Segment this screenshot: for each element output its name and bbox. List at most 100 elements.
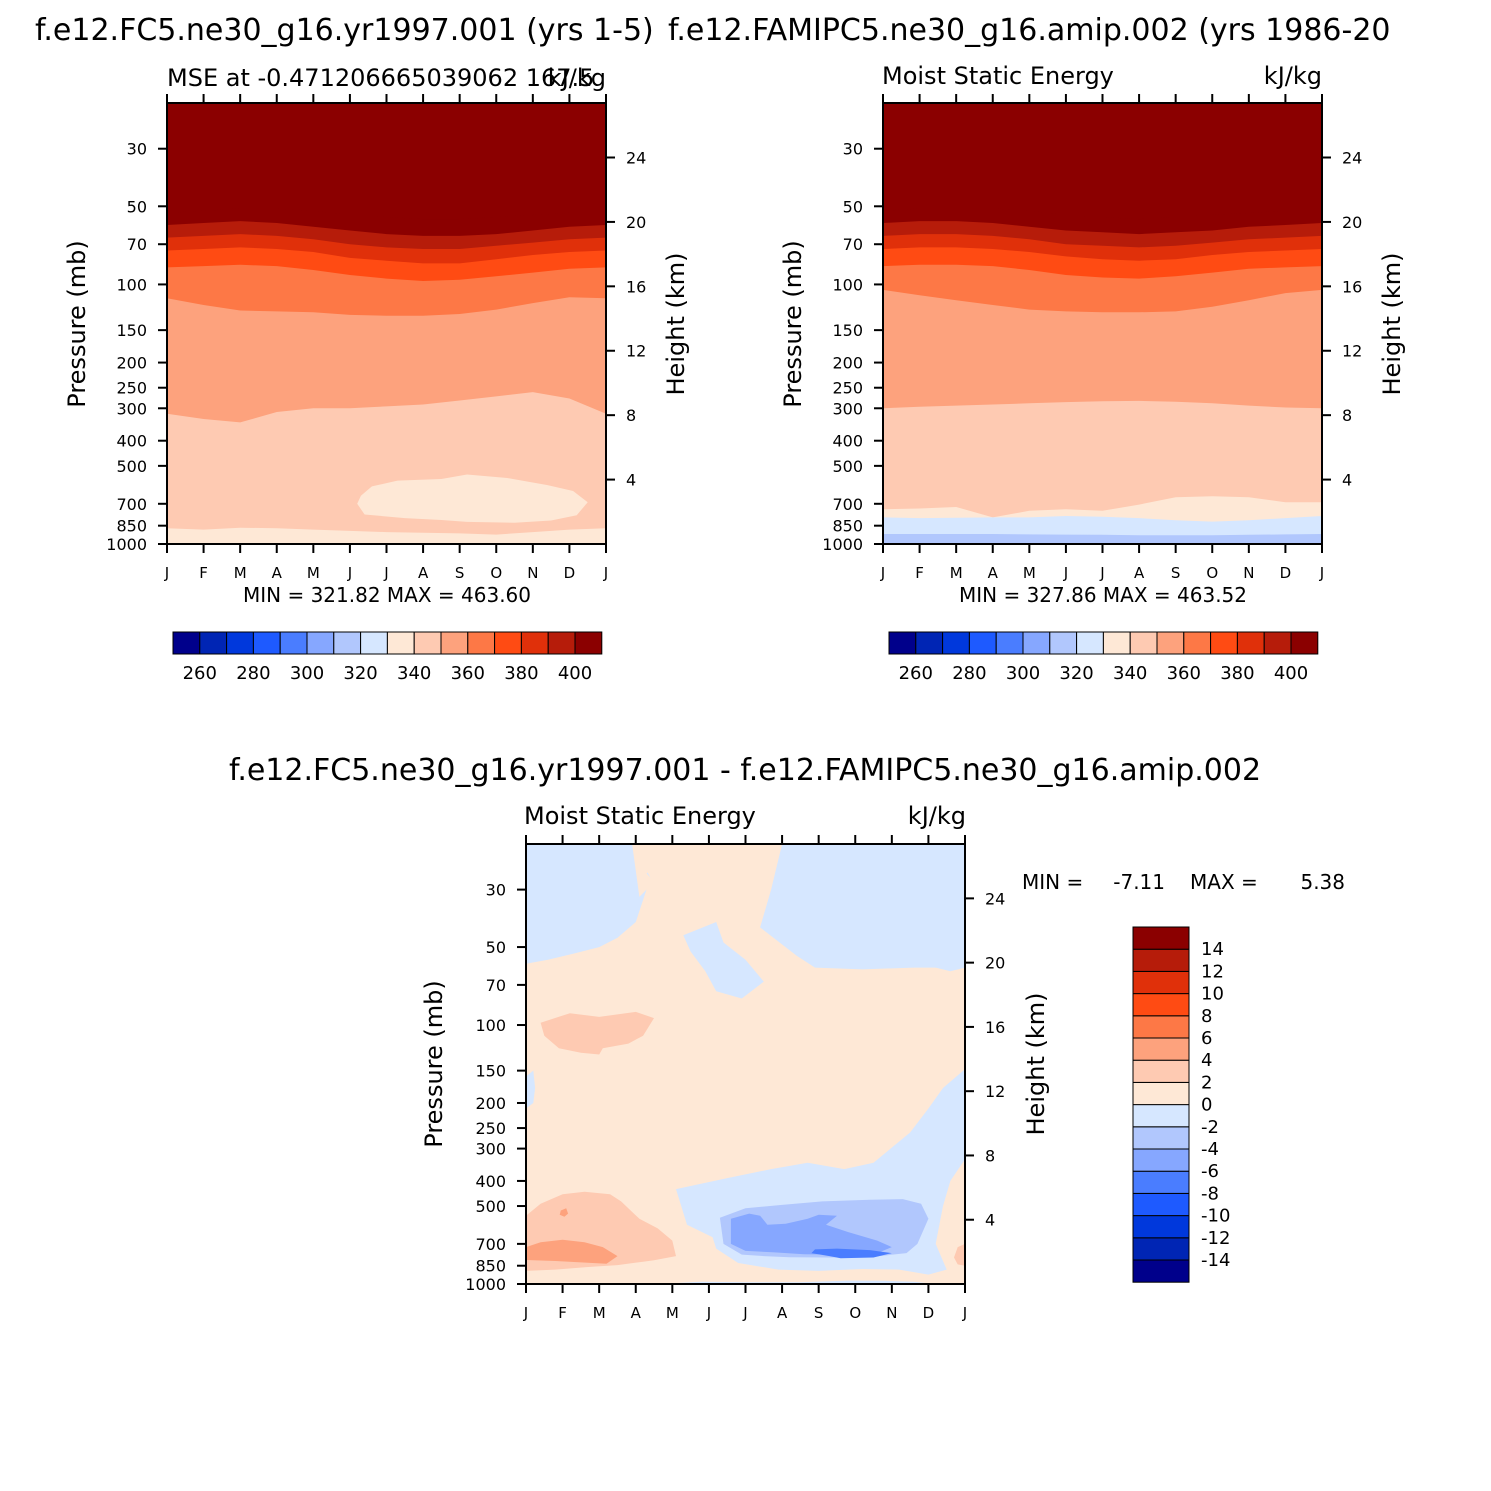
y-tick-label: 200 bbox=[116, 354, 147, 373]
colorbar-swatch bbox=[1156, 631, 1185, 655]
panel-left-ylabel-right: Height (km) bbox=[662, 253, 690, 396]
colorbar-swatch bbox=[1132, 1059, 1190, 1083]
y-tick-label: 1000 bbox=[465, 1275, 506, 1294]
colorbar-label: -8 bbox=[1201, 1183, 1219, 1204]
y-tick-label: 70 bbox=[127, 235, 147, 254]
x-tick-label: A bbox=[272, 564, 283, 582]
plot-area-2: J F M A M J J A S O N D J 30 50 70 100 150 200 250 300 400 500… bbox=[465, 835, 1005, 1322]
figure-title-left: f.e12.FC5.ne30_g16.yr1997.001 (yrs 1-5) bbox=[35, 13, 654, 48]
colorbar-label: 380 bbox=[1220, 663, 1254, 684]
colorbar-label: 260 bbox=[899, 663, 933, 684]
y-right-tick-label: 24 bbox=[985, 889, 1005, 908]
y-tick-label: 150 bbox=[475, 1062, 506, 1081]
y-tick-label: 400 bbox=[832, 432, 863, 451]
y-tick-label: 400 bbox=[475, 1172, 506, 1191]
colorbar-label: 360 bbox=[451, 663, 485, 684]
colorbar-swatch bbox=[1132, 970, 1190, 995]
x-tick-label: A bbox=[1134, 564, 1145, 582]
panel-left-title: MSE at -0.471206665039062 167.5 bbox=[167, 64, 594, 92]
colorbar-swatch bbox=[547, 631, 576, 655]
x-tick-label: F bbox=[199, 564, 208, 582]
y-tick-label: 30 bbox=[127, 140, 147, 159]
colorbar-swatch bbox=[1290, 631, 1319, 655]
x-tick-label: F bbox=[915, 564, 924, 582]
y-tick-label: 100 bbox=[832, 275, 863, 294]
colorbar-swatch bbox=[440, 631, 469, 655]
colorbar-label: -14 bbox=[1201, 1250, 1230, 1271]
panel-diff-stats-max: 5.38 bbox=[1300, 870, 1345, 894]
colorbar-swatch bbox=[968, 631, 997, 655]
x-tick-label: N bbox=[1243, 564, 1254, 582]
colorbar-swatch bbox=[306, 631, 335, 655]
colorbar-label: 0 bbox=[1201, 1095, 1212, 1116]
contour-region-2 bbox=[672, 844, 965, 972]
colorbar-label: -4 bbox=[1201, 1139, 1219, 1160]
colorbar-0: 260 280 300 320 340 360 380 400 bbox=[172, 631, 603, 684]
y-tick-label: 300 bbox=[475, 1140, 506, 1159]
contour-region-8 bbox=[811, 1248, 892, 1259]
contour-region-1 bbox=[632, 844, 673, 897]
panel-diff-ylabel-right: Height (km) bbox=[1022, 993, 1050, 1136]
x-tick-label: J bbox=[1319, 564, 1324, 582]
panel-right-units: kJ/kg bbox=[1264, 62, 1322, 90]
contour-region-0 bbox=[526, 844, 651, 964]
contour-region-3 bbox=[683, 922, 764, 999]
colorbar-swatch bbox=[1102, 631, 1131, 655]
panel-right-stats: MIN = 327.86 MAX = 463.52 bbox=[959, 583, 1247, 607]
colorbar-swatch bbox=[1129, 631, 1158, 655]
y-right-tick-label: 8 bbox=[626, 406, 636, 425]
y-right-tick-label: 24 bbox=[1342, 148, 1362, 167]
panel-diff-units: kJ/kg bbox=[908, 802, 966, 830]
y-right-tick-label: 4 bbox=[1342, 471, 1352, 490]
colorbar-label: -6 bbox=[1201, 1161, 1219, 1182]
x-tick-label: M bbox=[1023, 564, 1036, 582]
contour-fill-7 bbox=[167, 527, 606, 544]
y-tick-label: 30 bbox=[843, 140, 863, 159]
colorbar-swatch bbox=[1132, 993, 1190, 1017]
colorbar-swatch bbox=[1076, 631, 1104, 655]
y-right-tick-label: 12 bbox=[985, 1082, 1005, 1101]
y-right-tick-label: 24 bbox=[626, 148, 646, 167]
y-tick-label: 700 bbox=[475, 1235, 506, 1254]
colorbar-label: -10 bbox=[1201, 1206, 1230, 1227]
x-tick-label: F bbox=[558, 1304, 567, 1322]
y-tick-label: 50 bbox=[843, 197, 863, 216]
colorbar-label: 320 bbox=[343, 663, 377, 684]
colorbar-swatch bbox=[1022, 631, 1051, 655]
panel-left-units: kJ/kg bbox=[548, 64, 606, 92]
y-tick-label: 700 bbox=[832, 495, 863, 514]
x-tick-label: J bbox=[1099, 564, 1104, 582]
colorbar-swatch bbox=[1132, 1037, 1190, 1061]
colorbar-swatch bbox=[1132, 1192, 1190, 1217]
colorbar-swatch bbox=[1132, 1015, 1190, 1039]
x-tick-label: D bbox=[923, 1304, 935, 1322]
colorbar-swatch bbox=[1132, 1081, 1190, 1106]
colorbar-swatch bbox=[1183, 631, 1212, 655]
colorbar-label: 400 bbox=[558, 663, 592, 684]
x-tick-label: N bbox=[886, 1304, 897, 1322]
colorbar-swatch bbox=[1210, 631, 1238, 655]
colorbar-swatch bbox=[1132, 1259, 1190, 1283]
colorbar-swatch bbox=[413, 631, 442, 655]
y-right-tick-label: 20 bbox=[626, 213, 646, 232]
colorbar-swatch bbox=[942, 631, 970, 655]
colorbar-swatch bbox=[574, 631, 603, 655]
colorbar-swatch bbox=[1132, 948, 1190, 972]
y-tick-label: 850 bbox=[475, 1257, 506, 1276]
x-tick-label: M bbox=[950, 564, 963, 582]
colorbar-swatch bbox=[995, 631, 1024, 655]
panel-left-ylabel: Pressure (mb) bbox=[63, 240, 91, 407]
colorbar-swatch bbox=[1236, 631, 1265, 655]
y-tick-label: 100 bbox=[475, 1016, 506, 1035]
panel-left-stats: MIN = 321.82 MAX = 463.60 bbox=[243, 583, 531, 607]
y-tick-label: 50 bbox=[127, 197, 147, 216]
x-tick-label: J bbox=[962, 1304, 967, 1322]
y-right-tick-label: 8 bbox=[1342, 406, 1352, 425]
y-right-tick-label: 12 bbox=[1342, 342, 1362, 361]
panel-diff-stats-min-label: MIN = bbox=[1022, 870, 1083, 894]
colorbar-swatch bbox=[199, 631, 228, 655]
panel-diff-title: Moist Static Energy bbox=[524, 802, 756, 830]
